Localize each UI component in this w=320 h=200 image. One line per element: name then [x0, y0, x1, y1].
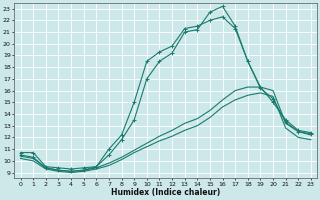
X-axis label: Humidex (Indice chaleur): Humidex (Indice chaleur)	[111, 188, 220, 197]
